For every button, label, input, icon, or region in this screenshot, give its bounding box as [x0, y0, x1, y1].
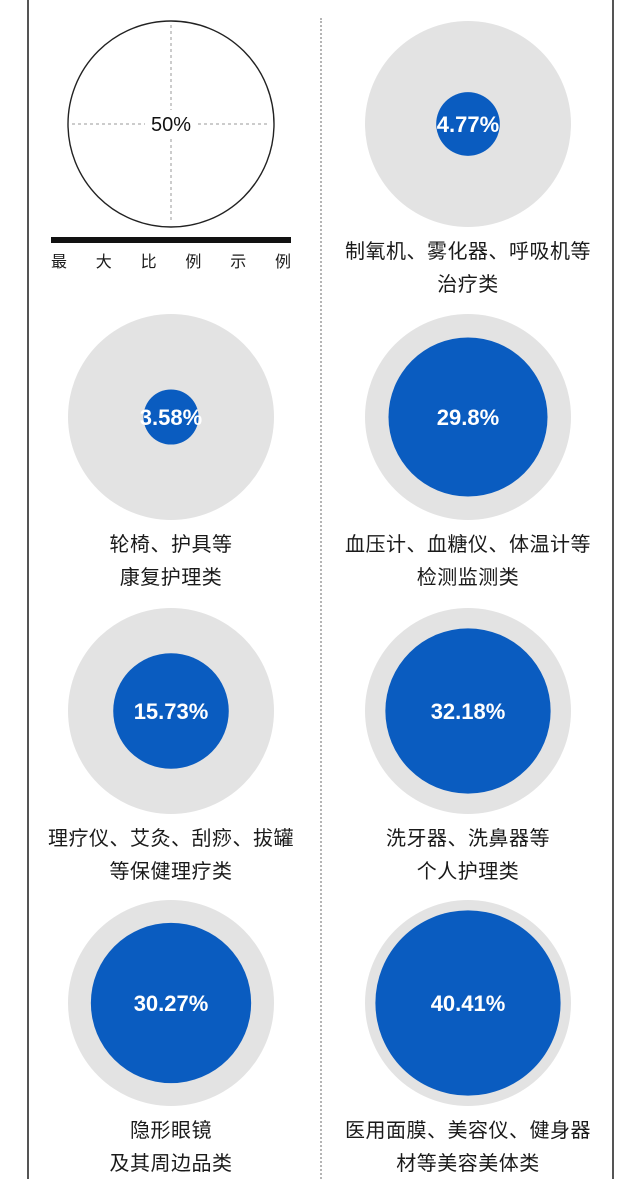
legend-caption-char: 大	[95, 254, 112, 271]
legend-caption-char: 例	[274, 254, 291, 271]
bubble-value-label-2: 3.58%	[140, 405, 202, 430]
category-label-line: 及其周边品类	[109, 1153, 233, 1175]
bubble-3	[388, 337, 548, 497]
category-label-line: 康复护理类	[119, 567, 223, 589]
frame-right-line	[612, 0, 614, 1179]
category-label-7: 医用面膜、美容仪、健身器 材等美容美体类	[318, 1115, 618, 1181]
category-label-line: 轮椅、护具等	[109, 534, 233, 556]
category-label-line: 理疗仪、艾灸、刮痧、拔罐	[48, 828, 294, 850]
legend-caption-char: 例	[185, 254, 202, 271]
category-label-3: 血压计、血糖仪、体温计等 检测监测类	[318, 529, 618, 595]
category-label-4: 理疗仪、艾灸、刮痧、拔罐 等保健理疗类	[21, 823, 321, 889]
legend-caption-char: 最	[51, 254, 68, 271]
legend-caption-char: 比	[140, 254, 157, 271]
column-divider	[320, 18, 322, 1179]
category-label-line: 医用面膜、美容仪、健身器	[345, 1120, 591, 1142]
bubble-4	[113, 653, 229, 769]
category-label-line: 制氧机、雾化器、呼吸机等	[345, 241, 591, 263]
bubble-5	[385, 628, 551, 794]
legend-caption-char: 示	[230, 254, 247, 271]
category-label-line: 血压计、血糖仪、体温计等	[345, 534, 591, 556]
category-label-line: 治疗类	[437, 274, 499, 296]
bubble-value-label-4: 15.73%	[134, 699, 209, 724]
category-label-1: 制氧机、雾化器、呼吸机等 治疗类	[318, 236, 618, 302]
category-label-line: 材等美容美体类	[396, 1153, 540, 1175]
category-label-line: 隐形眼镜	[130, 1120, 212, 1142]
bubble-value-label-5: 32.18%	[431, 699, 506, 724]
category-label-line: 个人护理类	[416, 861, 520, 883]
legend-bar	[51, 237, 291, 243]
reference-label-bg	[145, 110, 197, 138]
category-label-line: 等保健理疗类	[109, 861, 233, 883]
category-label-6: 隐形眼镜及其周边品类	[21, 1115, 321, 1181]
bubble-value-label-3: 29.8%	[437, 405, 499, 430]
bubble-value-label-1: 4.77%	[437, 112, 499, 137]
bubble-6	[90, 922, 252, 1084]
bubble-7	[375, 910, 561, 1096]
category-label-5: 洗牙器、洗鼻器等 个人护理类	[318, 823, 618, 889]
legend-caption: 最大比例示例	[51, 252, 291, 274]
bubble-2	[143, 389, 199, 445]
category-label-2: 轮椅、护具等 康复护理类	[21, 529, 321, 595]
bubble-value-label-7: 40.41%	[431, 991, 506, 1016]
bubble-1	[436, 92, 500, 156]
reference-value-label: 50%	[151, 114, 191, 136]
bubble-value-label-6: 30.27%	[134, 991, 209, 1016]
category-label-line: 检测监测类	[416, 567, 520, 589]
category-label-line: 洗牙器、洗鼻器等	[386, 828, 550, 850]
frame-left-line	[27, 0, 29, 1179]
